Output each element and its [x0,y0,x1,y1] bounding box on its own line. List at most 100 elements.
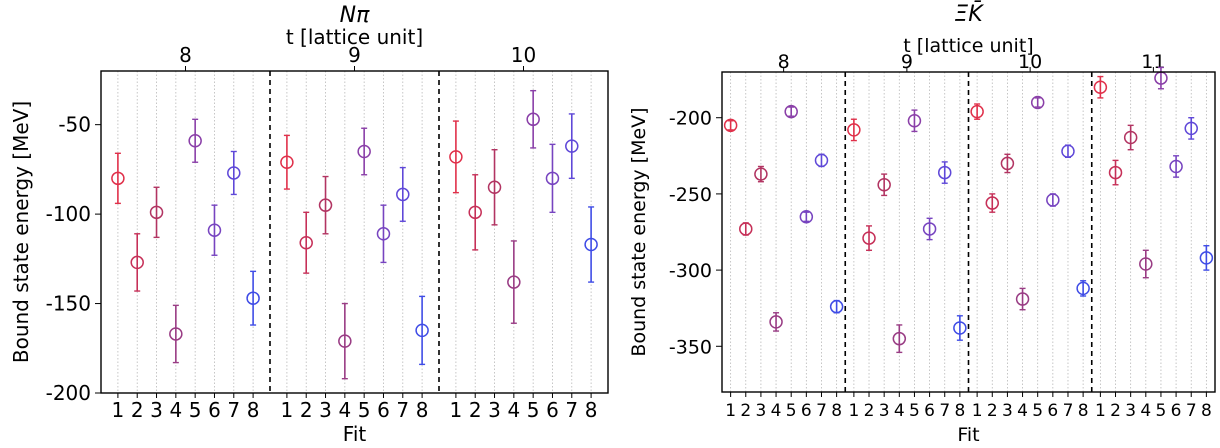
x-axis-label: Fit [957,424,979,446]
data-point [970,104,984,119]
y-axis-label: Bound state energy [MeV] [628,107,650,356]
x-tick-label-fit: 5 [909,401,920,421]
x-tick-label-fit: 2 [1110,401,1121,421]
top-tick-label-t: 10 [1018,51,1042,73]
chart-title: ΞK̄ [954,1,984,27]
data-point [1015,292,1030,306]
x-tick-label-fit: 1 [450,398,463,422]
data-point [246,291,260,305]
x-tick-label-fit: 5 [189,398,202,422]
chart-title: Nπ [340,3,370,28]
plot-frame [721,71,1216,393]
x-tick-label-fit: 6 [1047,401,1058,421]
data-point [357,144,371,159]
top-tick-label-t: 8 [778,51,790,73]
top-tick-label-t: 10 [511,43,536,67]
x-tick-label-fit: 7 [227,398,240,422]
data-point [565,139,579,153]
data-point [1030,95,1045,110]
x-tick-label-fit: 2 [469,398,482,422]
data-point [769,315,783,329]
x-tick-label-fit: 5 [1156,401,1167,421]
data-point [937,165,952,180]
data-point [985,196,1000,210]
data-point [1076,281,1090,296]
x-tick-label-fit: 3 [319,398,332,422]
data-point [207,223,222,237]
data-point [338,334,352,348]
data-point [1000,156,1015,171]
x-tick-label-fit: 7 [396,398,409,422]
data-point [953,321,967,335]
top-tick-label-t: 9 [901,51,913,73]
x-tick-label-fit: 8 [954,401,965,421]
data-point [1123,130,1138,145]
x-tick-label-fit: 8 [416,398,429,422]
x-tick-label-fit: 5 [1032,401,1043,421]
x-axis-label: Fit [343,422,367,446]
data-point [487,180,502,195]
data-point [892,331,907,346]
x-tick-label-fit: 5 [786,401,797,421]
data-point [584,237,598,252]
x-tick-label-fit: 7 [565,398,578,422]
data-point [299,235,313,250]
data-point [907,114,922,128]
x-tick-label-fit: 4 [338,398,351,422]
y-tick-label: -150 [46,292,91,316]
top-axis-label: t [lattice unit] [903,35,1033,57]
x-tick-label-fit: 4 [1017,401,1028,421]
data-point [1169,159,1183,174]
y-tick-label: -100 [46,202,91,226]
x-tick-label-fit: 7 [939,401,950,421]
data-point [227,166,241,180]
data-point [169,327,183,341]
data-point [188,134,202,148]
x-tick-label-fit: 1 [725,401,736,421]
x-tick-label-fit: 1 [112,398,125,422]
x-tick-label-fit: 1 [1095,401,1106,421]
data-point [829,299,844,314]
data-point [449,150,463,164]
x-tick-label-fit: 2 [987,401,998,421]
y-tick-label: -350 [669,336,712,358]
x-tick-label-fit: 6 [546,398,559,422]
x-tick-label-fit: 2 [131,398,144,422]
data-point [318,198,333,212]
x-tick-label-fit: 4 [1140,401,1151,421]
x-tick-label-fit: 1 [972,401,983,421]
data-point [415,323,429,338]
x-tick-label-fit: 6 [801,401,812,421]
x-tick-label-fit: 8 [1201,401,1212,421]
y-tick-label: -300 [669,260,712,282]
x-tick-label-fit: 4 [507,398,520,422]
x-tick-label-fit: 8 [247,398,260,422]
x-tick-label-fit: 4 [771,401,782,421]
x-tick-label-fit: 6 [924,401,935,421]
data-point [111,171,125,186]
x-tick-label-fit: 2 [300,398,313,422]
x-tick-label-fit: 8 [585,398,598,422]
data-point [799,210,814,224]
data-point [1139,257,1153,271]
x-tick-label-fit: 3 [1125,401,1136,421]
top-tick-label-t: 8 [179,43,192,67]
data-point [862,231,876,245]
data-point [149,205,164,220]
data-point [545,171,560,186]
data-point [1199,251,1214,265]
data-point [1108,165,1123,180]
y-tick-label: -200 [669,108,712,130]
x-tick-label-fit: 3 [755,401,766,421]
x-tick-label-fit: 3 [150,398,163,422]
y-tick-label: -50 [58,113,91,137]
x-tick-label-fit: 1 [281,398,294,422]
x-tick-label-fit: 8 [831,401,842,421]
data-point [130,255,144,270]
x-tick-label-fit: 6 [1171,401,1182,421]
x-tick-label-fit: 3 [879,401,890,421]
x-tick-label-fit: 6 [377,398,390,422]
top-axis-label: t [lattice unit] [286,25,423,49]
x-tick-label-fit: 3 [1002,401,1013,421]
y-axis-label: Bound state energy [MeV] [9,101,33,363]
